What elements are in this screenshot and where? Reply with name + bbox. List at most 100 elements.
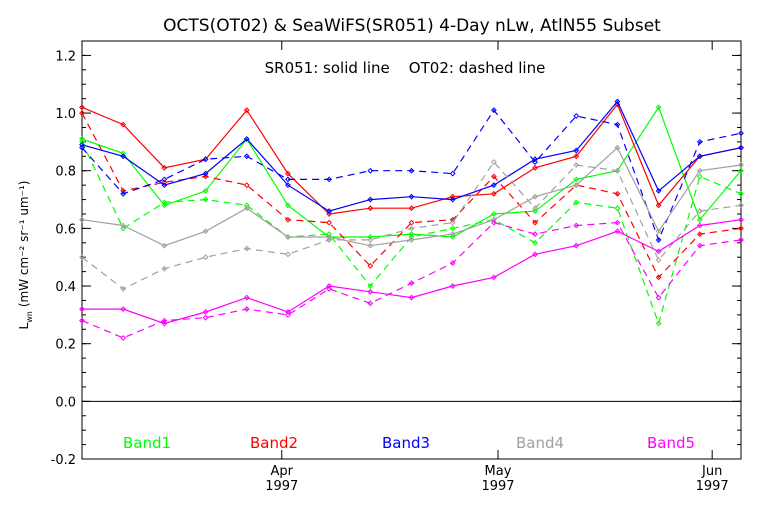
data-point-band4-sr051 [408, 237, 415, 243]
data-point-band3-sr051 [655, 187, 662, 194]
data-point-band1-ot02 [408, 234, 415, 240]
data-point-band1-ot02 [243, 202, 250, 209]
data-point-band4-sr051 [449, 231, 456, 238]
data-point-band3-ot02 [161, 176, 168, 183]
series-line-band5-ot02 [81, 221, 742, 339]
data-point-band5-ot02 [408, 280, 415, 287]
data-point-band5-sr051 [202, 309, 209, 315]
data-point-band4-ot02 [449, 219, 456, 226]
data-point-band4-sr051 [532, 193, 538, 200]
y-axis-label-units: (mW cm⁻² sr⁻¹ um⁻¹) [17, 181, 31, 308]
data-point-band3-ot02 [532, 159, 538, 165]
data-point-band4-sr051 [326, 234, 333, 240]
data-point-band4-ot02 [367, 237, 374, 243]
data-point-band4-sr051 [655, 228, 662, 235]
series-line-band2-ot02 [81, 112, 742, 279]
data-point-band4-ot02 [120, 286, 127, 292]
y-axis-label: Lwn (mW cm⁻² sr⁻¹ um⁻¹) [17, 181, 34, 330]
data-point-band3-ot02 [285, 176, 291, 183]
legend-label-band1: Band1 [123, 434, 171, 452]
data-point-band1-sr051 [490, 211, 497, 217]
data-point-band1-ot02 [614, 205, 621, 212]
data-point-band5-sr051 [161, 320, 168, 327]
series-line-band1-ot02 [81, 141, 742, 326]
data-point-band5-ot02 [161, 317, 168, 324]
data-point-band5-sr051 [326, 283, 333, 289]
y-tick-label: 1.2 [55, 49, 76, 64]
legend-label-band2: Band2 [250, 434, 298, 452]
data-point-band3-ot02 [326, 176, 333, 183]
data-point-band1-ot02 [367, 283, 374, 289]
data-point-band4-sr051 [696, 167, 703, 174]
series-line-band4-sr051 [81, 146, 742, 247]
data-point-band3-sr051 [326, 208, 333, 214]
data-point-band4-ot02 [408, 225, 415, 232]
data-point-band5-ot02 [490, 219, 497, 226]
data-point-band1-sr051 [696, 216, 703, 223]
data-point-band5-sr051 [532, 251, 538, 258]
data-point-band1-ot02 [79, 138, 85, 145]
plot-area: -0.20.00.20.40.60.81.01.2Apr1997May1997J… [51, 40, 744, 494]
chart-subtitle: SR051: solid line OT02: dashed line [265, 59, 546, 77]
series-line-band4-ot02 [81, 161, 742, 290]
y-tick-label: 0.4 [55, 280, 76, 295]
data-point-band1-sr051 [738, 167, 744, 174]
data-point-band3-ot02 [408, 167, 415, 174]
data-point-band1-ot02 [120, 225, 127, 232]
data-point-band5-ot02 [120, 335, 127, 341]
data-point-band2-ot02 [243, 182, 250, 189]
data-point-band1-ot02 [449, 225, 456, 232]
data-point-band2-sr051 [449, 193, 456, 200]
data-point-band5-ot02 [449, 260, 456, 266]
data-point-band5-ot02 [326, 286, 333, 292]
data-point-band5-ot02 [738, 237, 744, 243]
data-point-band1-ot02 [738, 190, 744, 197]
data-point-band3-sr051 [490, 182, 497, 189]
data-point-band4-sr051 [120, 222, 127, 229]
data-point-band5-sr051 [614, 228, 621, 235]
data-point-band4-ot02 [285, 251, 291, 258]
data-point-band5-sr051 [655, 248, 662, 255]
y-tick-label: 0.6 [55, 222, 76, 237]
data-point-band2-ot02 [532, 219, 538, 226]
data-point-band4-sr051 [79, 216, 85, 223]
data-point-band2-sr051 [120, 121, 127, 128]
svg-text:Lwn(mW cm⁻² sr⁻¹ um⁻¹): Lwn (mW cm⁻² sr⁻¹ um⁻¹) [17, 181, 34, 330]
data-point-band4-sr051 [614, 144, 621, 151]
data-point-band5-ot02 [79, 317, 85, 324]
data-point-band2-ot02 [202, 173, 209, 180]
data-point-band2-ot02 [326, 219, 333, 226]
legend-label-band4: Band4 [516, 434, 564, 452]
data-point-band3-sr051 [202, 170, 209, 177]
data-point-band1-sr051 [161, 202, 168, 209]
data-point-band3-sr051 [367, 196, 374, 203]
data-point-band1-ot02 [573, 199, 580, 206]
data-point-band1-sr051 [532, 208, 538, 214]
data-point-band5-sr051 [79, 306, 85, 313]
data-point-band2-sr051 [79, 104, 85, 111]
data-point-band1-ot02 [326, 231, 333, 238]
data-point-band4-sr051 [738, 162, 744, 168]
data-point-band4-ot02 [326, 237, 333, 243]
data-point-band1-ot02 [696, 173, 703, 180]
data-point-band5-sr051 [490, 274, 497, 281]
y-tick-label: 0.0 [55, 395, 76, 410]
data-point-band2-ot02 [408, 219, 415, 226]
x-tick-label-year: 1997 [481, 479, 514, 494]
data-point-band3-ot02 [655, 237, 662, 243]
data-point-band3-ot02 [614, 121, 621, 128]
data-point-band4-ot02 [696, 208, 703, 214]
data-point-band2-ot02 [449, 216, 456, 223]
data-point-band5-sr051 [243, 294, 250, 301]
data-point-band5-sr051 [120, 306, 127, 313]
data-point-band2-ot02 [367, 262, 374, 269]
data-point-band2-ot02 [490, 173, 497, 180]
data-point-band2-sr051 [532, 164, 538, 171]
data-point-band2-ot02 [696, 231, 703, 238]
data-point-band3-sr051 [738, 144, 744, 151]
data-point-band1-sr051 [285, 202, 291, 209]
data-point-band5-sr051 [367, 288, 374, 295]
y-tick-label: 1.0 [55, 107, 76, 122]
data-point-band1-sr051 [367, 234, 374, 240]
data-point-band3-sr051 [614, 98, 621, 105]
